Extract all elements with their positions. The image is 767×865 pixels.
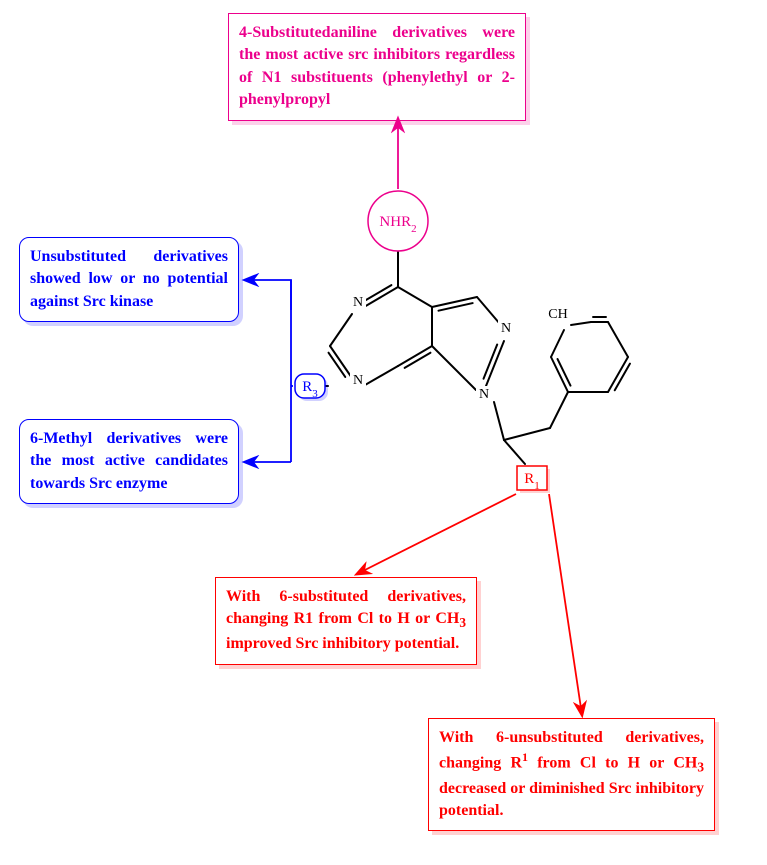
annotation-r3-unsub: Unsubstituted derivatives showed low or … [19, 237, 239, 322]
svg-text:N: N [501, 321, 511, 336]
svg-text:N: N [353, 295, 363, 310]
svg-text:NHR2: NHR2 [379, 214, 416, 235]
annotation-r1-6sub: With 6-substituted derivatives, changing… [215, 577, 477, 665]
annotation-r1-6unsub: With 6-unsubstituted derivatives, changi… [428, 718, 715, 831]
svg-text:CH: CH [548, 307, 567, 322]
svg-text:N: N [479, 387, 489, 402]
svg-text:N: N [353, 373, 363, 388]
annotation-r3-methyl: 6-Methyl derivatives were the most activ… [19, 419, 239, 504]
annotation-nhr2: 4-Substitutedaniline derivatives were th… [228, 13, 526, 121]
